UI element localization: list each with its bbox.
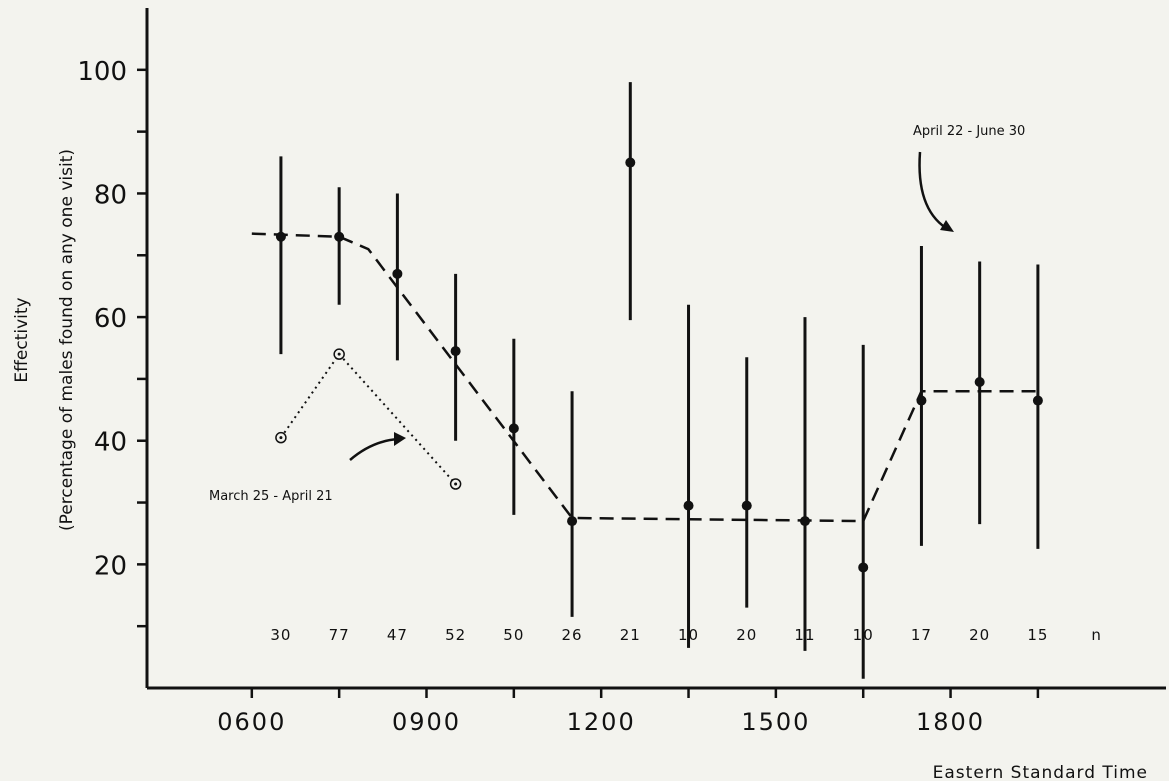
n-label-6: 21	[620, 626, 641, 644]
y-tick-label-100: 100	[77, 57, 127, 87]
data-point-0	[275, 231, 286, 242]
data-point-8	[741, 500, 752, 511]
annotation-arrow-early	[349, 437, 399, 461]
annotation-arrow-late	[918, 151, 947, 230]
sample-size-labels: 30 77 47 52 50 26 21 10 20 11 10 17 20 15 n	[270, 626, 1101, 644]
data-point-6	[625, 157, 636, 168]
data-point-12	[974, 377, 985, 387]
axes	[145, 8, 1166, 690]
data-point-10	[858, 562, 869, 573]
n-label-0: 30	[270, 626, 291, 644]
n-label-3: 52	[445, 626, 466, 644]
data-point-5	[567, 516, 578, 527]
early-point-center-0	[279, 436, 283, 440]
n-label-8: 20	[736, 626, 757, 644]
data-point-11	[916, 395, 927, 406]
x-tick-label-1800: 1800	[916, 708, 985, 736]
y-tick-label-40: 40	[94, 428, 127, 458]
annotation-late-season: April 22 - June 30	[913, 124, 1025, 232]
data-points	[275, 82, 1043, 679]
n-label-11: 17	[911, 626, 932, 644]
y-tick-label-60: 60	[94, 304, 127, 334]
x-tick-label-0900: 0900	[392, 708, 461, 736]
data-point-9	[799, 516, 810, 527]
n-label-2: 47	[387, 626, 408, 644]
early-point-center-1	[337, 352, 341, 356]
annotation-arrowhead-early	[394, 432, 406, 446]
data-point-1	[334, 231, 345, 242]
n-label-4: 50	[503, 626, 524, 644]
x-tick-label-1500: 1500	[741, 708, 810, 736]
annotation-label-late: April 22 - June 30	[913, 124, 1025, 139]
n-label-7: 10	[678, 626, 699, 644]
ticks: 100 80 60 40 20 0600 0900 1200 1500 1800	[77, 57, 1040, 736]
y-tick-label-80: 80	[94, 180, 127, 210]
n-label-12: 20	[969, 626, 990, 644]
y-axis-title: Effectivity	[12, 297, 32, 382]
n-symbol: n	[1091, 626, 1101, 644]
n-label-13: 15	[1027, 626, 1048, 644]
early-point-center-2	[454, 482, 458, 486]
data-point-2	[392, 268, 403, 279]
n-label-1: 77	[329, 626, 350, 644]
n-label-9: 11	[794, 626, 815, 644]
x-axis-title: Eastern Standard Time	[933, 763, 1148, 781]
annotation-label-early: March 25 - April 21	[209, 489, 333, 504]
annotation-arrowhead-late	[940, 220, 954, 232]
data-point-3	[450, 346, 461, 357]
n-label-10: 10	[853, 626, 874, 644]
x-tick-label-1200: 1200	[567, 708, 636, 736]
data-point-7	[683, 500, 694, 511]
y-axis-subtitle: (Percentage of males found on any one vi…	[57, 149, 77, 531]
x-tick-label-0600: 0600	[217, 708, 286, 736]
n-label-5: 26	[562, 626, 583, 644]
annotation-early-season: March 25 - April 21	[209, 432, 406, 504]
data-point-13	[1032, 395, 1043, 406]
line-march-april	[280, 352, 457, 485]
y-tick-label-20: 20	[94, 551, 127, 581]
data-point-4	[508, 423, 519, 434]
